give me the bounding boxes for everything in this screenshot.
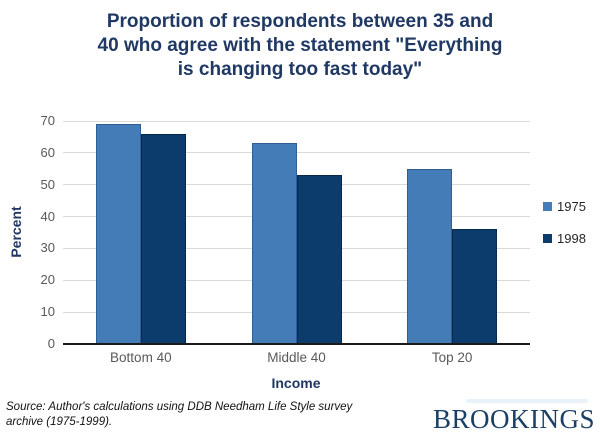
legend-swatch-1975 [543,202,552,211]
legend-label-1975: 1975 [557,199,586,214]
chart-title-line-3: is changing too fast today" [177,59,423,80]
y-tick-label-10: 10 [40,304,55,320]
brookings-tagline-smudge [466,399,588,403]
legend: 1975 1998 [543,199,586,263]
legend-label-1998: 1998 [557,231,586,246]
bar-1998-top-20 [452,229,498,344]
y-tick-label-50: 50 [40,176,55,192]
y-tick-label-60: 60 [40,144,55,160]
bar-1975-middle-40 [251,143,297,344]
bar-1975-bottom-40 [95,124,141,344]
chart-title-line-2: 40 who agree with the statement "Everyth… [97,35,503,56]
source-note-line-2: archive (1975-1999). [6,415,113,428]
y-axis-label: Percent [8,206,24,258]
brookings-logo: BROOKINGS [432,404,595,434]
bar-1975-top-20 [407,168,453,344]
legend-entry-1975: 1975 [543,199,586,214]
y-tick-label-20: 20 [40,272,55,288]
legend-swatch-1998 [543,234,552,243]
bar-1998-middle-40 [296,175,342,344]
y-tick-label-70: 70 [40,113,55,128]
y-tick-label-0: 0 [47,336,55,351]
category-label-bottom-40: Bottom 40 [110,350,172,365]
category-label-top-20: Top 20 [431,350,473,365]
gridline-60 [63,152,530,154]
gridline-70 [63,120,530,122]
chart-title: Proportion of respondents between 35 and… [40,10,560,82]
legend-entry-1998: 1998 [543,231,586,246]
bar-1998-bottom-40 [140,133,186,344]
category-label-middle-40: Middle 40 [267,350,326,365]
source-note-line-1: Source: Author's calculations using DDB … [6,401,353,413]
y-tick-label-40: 40 [40,208,55,224]
x-axis-line [63,343,530,345]
y-tick-label-30: 30 [40,240,55,256]
chart-title-line-1: Proportion of respondents between 35 and [106,11,494,32]
source-note: Source: Author's calculations using DDB … [6,400,406,429]
x-axis-label: Income [271,375,321,391]
